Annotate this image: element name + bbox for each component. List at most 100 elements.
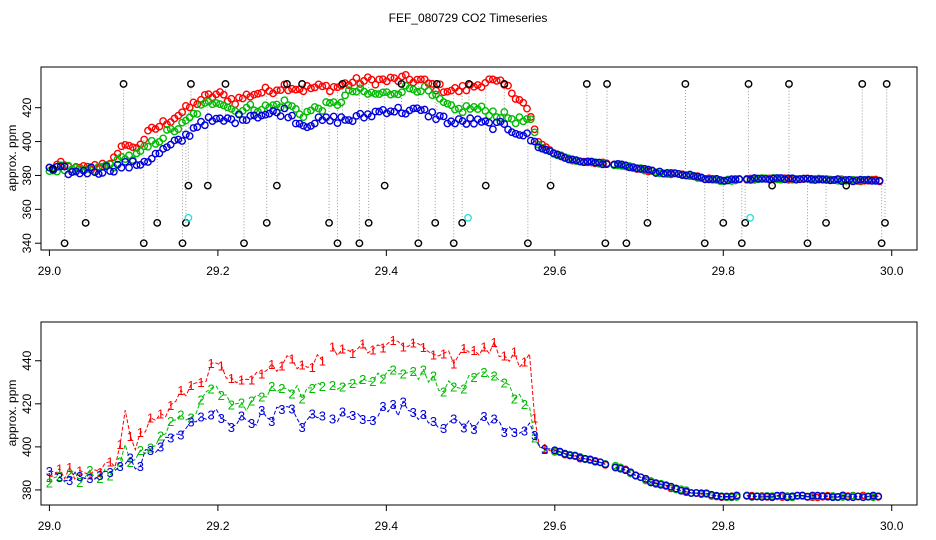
green-point: [496, 114, 505, 122]
blue-point: [151, 149, 160, 158]
blue-marker: 3: [278, 402, 285, 417]
lower-y-axis: 380 400 420 440: [20, 350, 41, 500]
green-point: [291, 105, 300, 113]
blue-point: [125, 163, 133, 172]
blue-point: [140, 157, 149, 166]
x-tick-label: 29.8: [712, 264, 736, 278]
blue-point: [803, 174, 812, 183]
blue-point: [636, 473, 645, 482]
blue-point: [860, 176, 869, 184]
blue-point: [83, 169, 92, 178]
blue-marker: 3: [248, 416, 255, 431]
green-point: [424, 86, 433, 95]
blue-point: [371, 107, 380, 116]
red-marker: 1: [389, 333, 396, 348]
blue-point: [382, 109, 391, 118]
blue-point: [849, 493, 857, 502]
red-marker: 1: [147, 411, 154, 426]
blue-point: [598, 160, 607, 169]
blue-point: [212, 114, 221, 123]
green-point: [322, 98, 331, 106]
black-point: [364, 218, 373, 227]
blue-point: [818, 175, 827, 184]
blue-point: [720, 176, 729, 185]
blue-point: [778, 491, 787, 500]
blue-point: [553, 150, 562, 159]
green-marker: 2: [359, 372, 366, 387]
black-point: [139, 239, 148, 248]
blue-point: [269, 107, 277, 115]
blue-point: [276, 112, 285, 121]
red-point: [352, 74, 361, 82]
green-point: [303, 107, 312, 116]
blue-point: [534, 143, 543, 152]
blue-point: [735, 175, 744, 184]
blue-point: [348, 117, 357, 126]
red-marker: 1: [359, 336, 366, 351]
blue-marker: 3: [480, 409, 487, 424]
green-marker: 2: [288, 387, 295, 402]
blue-marker: 3: [329, 411, 336, 426]
blue-point: [576, 453, 584, 462]
red-point: [443, 87, 452, 96]
blue-point: [697, 173, 706, 182]
blue-point: [830, 175, 838, 184]
blue-point: [814, 175, 823, 184]
blue-point: [746, 175, 755, 184]
blue-point: [811, 176, 819, 184]
blue-point: [854, 492, 862, 501]
green-marker: 2: [349, 376, 356, 391]
red-point: [189, 98, 198, 107]
blue-point: [616, 464, 625, 473]
blue-marker: 3: [410, 405, 417, 420]
green-marker: 2: [238, 396, 245, 411]
blue-point: [341, 116, 349, 124]
blue-point: [189, 124, 198, 132]
green-point: [261, 101, 270, 110]
blue-point: [193, 123, 202, 131]
upper-plot-marks: [45, 71, 891, 248]
green-marker: 2: [208, 381, 215, 396]
blue-point: [481, 117, 490, 126]
blue-point: [697, 489, 706, 498]
lower-y-axis-label: approx. ppm: [5, 380, 19, 447]
blue-marker: 3: [501, 425, 508, 440]
green-marker: 2: [430, 368, 437, 383]
blue-point: [869, 491, 878, 500]
green-marker: 2: [268, 379, 275, 394]
red-marker: 1: [400, 339, 407, 354]
blue-point: [60, 162, 69, 171]
blue-point: [246, 111, 255, 120]
blue-point: [500, 120, 509, 128]
green-point: [428, 91, 437, 100]
blue-point: [595, 158, 603, 167]
blue-point: [678, 171, 687, 179]
blue-point: [166, 140, 175, 149]
red-point: [523, 104, 531, 113]
red-marker: 1: [430, 347, 437, 362]
blue-point: [708, 175, 717, 183]
blue-marker: 3: [450, 411, 457, 426]
red-point: [155, 122, 164, 131]
blue-marker: 3: [96, 468, 103, 483]
blue-point: [420, 105, 429, 114]
green-marker: 2: [369, 374, 376, 389]
red-point: [257, 88, 266, 97]
green-point: [515, 113, 524, 122]
black-point: [449, 239, 458, 248]
x-tick-label: 30.0: [880, 519, 904, 533]
blue-marker: 3: [76, 469, 83, 484]
blue-point: [178, 137, 186, 145]
green-point: [477, 102, 486, 111]
blue-marker: 3: [197, 410, 204, 425]
blue-point: [852, 176, 861, 185]
blue-point: [288, 111, 296, 120]
black-point: [333, 239, 342, 248]
blue-point: [242, 116, 251, 125]
blue-point: [610, 160, 619, 169]
blue-point: [602, 160, 611, 169]
red-point: [147, 123, 156, 132]
blue-point: [783, 493, 792, 502]
green-point: [276, 103, 285, 112]
